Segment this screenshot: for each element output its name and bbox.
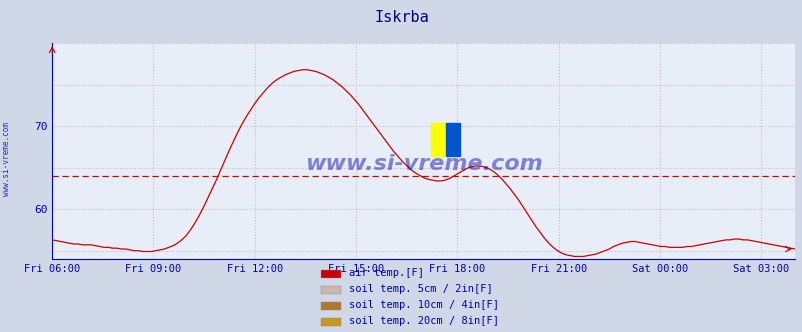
Text: www.si-vreme.com: www.si-vreme.com	[304, 154, 542, 174]
Text: air temp.[F]: air temp.[F]	[349, 268, 423, 278]
Text: soil temp. 5cm / 2in[F]: soil temp. 5cm / 2in[F]	[349, 284, 492, 294]
Text: soil temp. 20cm / 8in[F]: soil temp. 20cm / 8in[F]	[349, 316, 499, 326]
Text: soil temp. 10cm / 4in[F]: soil temp. 10cm / 4in[F]	[349, 300, 499, 310]
Text: Iskrba: Iskrba	[374, 10, 428, 25]
Text: www.si-vreme.com: www.si-vreme.com	[2, 123, 11, 196]
